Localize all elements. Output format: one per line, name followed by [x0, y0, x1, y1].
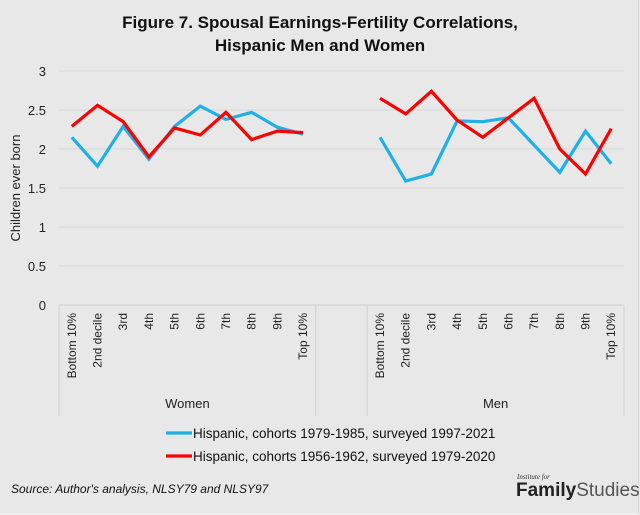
series-line-1-men [378, 116, 613, 183]
series-line-1-women [70, 104, 304, 169]
x-tick-label: Bottom 10% [373, 313, 387, 379]
x-tick-label: 9th [578, 313, 592, 330]
line-chart: 0 0.5 1 1.5 2 2.5 3 Children ever born Bottom … [8, 64, 625, 464]
x-tick-label: 7th [219, 313, 233, 330]
chart-title: Figure 7. Spousal Earnings-Fertility Cor… [0, 11, 640, 57]
logo-light-text: Studies [576, 480, 640, 501]
logo-bold-text: Family [516, 480, 577, 501]
series-line-2-women [70, 103, 304, 160]
y-tick-label: 0 [39, 298, 46, 313]
x-tick-label: 3rd [424, 313, 438, 330]
chart-title-line2: Hispanic Men and Women [214, 36, 426, 55]
x-tick-label: 3rd [116, 313, 130, 330]
institute-for-family-studies-logo: Institute for FamilyStudies [516, 473, 640, 501]
x-tick-label: 8th [553, 313, 567, 330]
x-tick-label: 2nd decile [399, 313, 413, 368]
group-label-men: Men [483, 396, 508, 411]
source-note: Source: Author's analysis, NLSY79 and NL… [11, 482, 269, 496]
y-tick-label: 0.5 [28, 259, 46, 274]
x-tick-label: Top 10% [296, 313, 310, 360]
x-tick-label: 6th [501, 313, 515, 330]
legend-label-1: Hispanic, cohorts 1979-1985, surveyed 19… [193, 426, 495, 441]
y-axis-label: Children ever born [8, 135, 23, 242]
y-tick-label: 2 [39, 142, 46, 157]
x-tick-label: 4th [142, 313, 156, 330]
x-tick-label: 6th [193, 313, 207, 330]
x-tick-label: 4th [450, 313, 464, 330]
y-tick-label: 3 [39, 64, 46, 79]
legend-label-2: Hispanic, cohorts 1956-1962, surveyed 19… [193, 449, 495, 464]
y-tick-label: 1.5 [28, 181, 46, 196]
x-tick-label: Top 10% [604, 313, 618, 360]
x-tick-label: 7th [527, 313, 541, 330]
y-tick-label: 2.5 [28, 103, 46, 118]
series-line-2-men [379, 89, 613, 177]
y-tick-label: 1 [39, 220, 46, 235]
x-tick-label: 5th [476, 313, 490, 330]
x-tick-label: Bottom 10% [65, 313, 79, 379]
x-tick-label: 2nd decile [91, 313, 105, 368]
logo-small-text: Institute for [517, 473, 550, 481]
x-tick-label: 5th [168, 313, 182, 330]
x-tick-label: 9th [270, 313, 284, 330]
x-tick-label: 8th [245, 313, 259, 330]
chart-title-line1: Figure 7. Spousal Earnings-Fertility Cor… [122, 13, 518, 32]
group-label-women: Women [165, 396, 210, 411]
